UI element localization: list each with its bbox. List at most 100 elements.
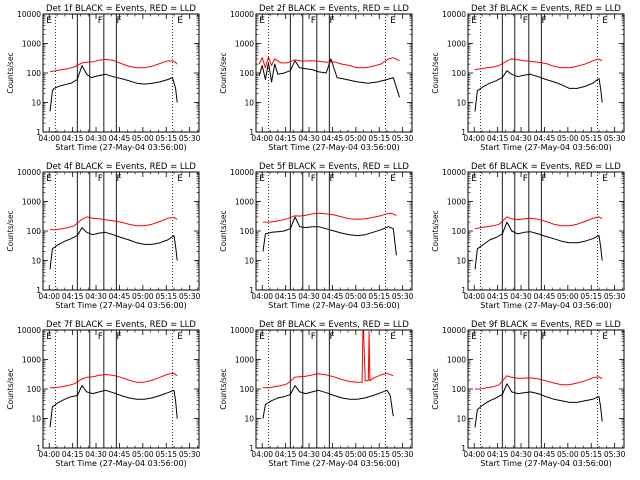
y-tick-label: 10 — [31, 257, 41, 266]
x-axis-label: Start Time (27-May-04 03:56:00) — [268, 459, 399, 468]
chart-panel: Det 9f BLACK = Events, RED = LLD E F F E 1 10 1… — [431, 320, 626, 468]
x-axis-label: Start Time (27-May-04 03:56:00) — [55, 301, 186, 310]
x-tick-label: 05:30 — [179, 134, 201, 143]
chart-title: Det 3f BLACK = Events, RED = LLD — [471, 4, 621, 14]
x-tick-label: 04:45 — [534, 134, 556, 143]
y-tick-label: 10000 — [442, 10, 466, 19]
y-tick-label: 10 — [244, 99, 254, 108]
y-tick-label: 10000 — [442, 326, 466, 335]
y-tick-label: 10 — [244, 257, 254, 266]
x-tick-label: 04:00 — [38, 134, 60, 143]
event-marker-label: E — [471, 174, 477, 184]
x-tick-label: 05:00 — [345, 134, 367, 143]
y-tick-label: 100 — [240, 385, 255, 394]
y-tick-label: 10 — [31, 99, 41, 108]
x-tick-label: 04:30 — [510, 134, 532, 143]
x-tick-label: 05:15 — [368, 134, 390, 143]
event-marker-label: E — [46, 332, 52, 342]
y-axis-label: Counts/sec — [219, 52, 228, 93]
y-tick-label: 10 — [456, 99, 466, 108]
y-tick-label: 100 — [452, 69, 467, 78]
x-axis-label: Start Time (27-May-04 03:56:00) — [480, 301, 611, 310]
y-tick-label: 100 — [240, 69, 255, 78]
event-marker-label: E — [46, 16, 52, 26]
y-tick-label: 1000 — [22, 198, 41, 207]
y-axis-label: Counts/sec — [431, 52, 440, 93]
x-tick-label: 04:45 — [322, 292, 344, 301]
x-axis-label: Start Time (27-May-04 03:56:00) — [480, 459, 611, 468]
chart-panel: Det 2f BLACK = Events, RED = LLD E F F E 1 10 1… — [219, 4, 414, 152]
x-tick-label: 05:15 — [580, 134, 602, 143]
event-marker-label: F — [329, 16, 334, 26]
series-line-lld — [474, 58, 603, 71]
chart-panel: Det 7f BLACK = Events, RED = LLD E F F E 1 10 1… — [6, 320, 201, 468]
x-tick-label: 05:15 — [580, 450, 602, 459]
x-axis-label: Start Time (27-May-04 03:56:00) — [268, 143, 399, 152]
event-marker-label: F — [541, 16, 546, 26]
y-tick-label: 100 — [452, 227, 467, 236]
event-marker-label: E — [259, 174, 265, 184]
x-axis-label: Start Time (27-May-04 03:56:00) — [55, 143, 186, 152]
series-line-lld — [49, 58, 178, 73]
x-tick-label: 04:15 — [62, 292, 84, 301]
y-tick-label: 100 — [27, 227, 42, 236]
y-axis-label: Counts/sec — [6, 368, 15, 409]
event-marker-label: E — [471, 332, 477, 342]
y-tick-label: 100 — [240, 227, 255, 236]
x-tick-label: 05:00 — [132, 292, 154, 301]
y-axis-label: Counts/sec — [431, 368, 440, 409]
event-marker-label: F — [311, 16, 316, 26]
x-axis-label: Start Time (27-May-04 03:56:00) — [268, 301, 399, 310]
y-tick-label: 1000 — [235, 198, 254, 207]
x-tick-label: 04:45 — [534, 450, 556, 459]
chart-title: Det 2f BLACK = Events, RED = LLD — [259, 4, 409, 14]
x-tick-label: 04:30 — [510, 292, 532, 301]
y-tick-label: 1000 — [447, 198, 466, 207]
y-tick-label: 1000 — [22, 40, 41, 49]
x-tick-label: 05:15 — [368, 450, 390, 459]
event-marker-label: E — [46, 174, 52, 184]
chart-title: Det 9f BLACK = Events, RED = LLD — [471, 320, 621, 330]
y-tick-label: 1 — [249, 444, 254, 453]
y-tick-label: 1 — [461, 128, 466, 137]
event-marker-label: E — [390, 16, 396, 26]
x-tick-label: 04:30 — [298, 292, 320, 301]
series-line-events — [474, 383, 603, 428]
event-marker-label: F — [98, 16, 103, 26]
x-tick-label: 04:15 — [487, 134, 509, 143]
event-marker-label: E — [390, 174, 396, 184]
y-axis-label: Counts/sec — [219, 210, 228, 251]
event-marker-label: F — [311, 174, 316, 184]
chart-panel: Det 4f BLACK = Events, RED = LLD E F F E 1 10 1… — [6, 162, 201, 310]
x-tick-label: 04:00 — [251, 292, 273, 301]
x-tick-label: 04:00 — [463, 450, 485, 459]
x-tick-label: 05:15 — [155, 450, 177, 459]
chart-title: Det 7f BLACK = Events, RED = LLD — [46, 320, 196, 330]
x-tick-label: 05:30 — [604, 450, 626, 459]
event-marker-label: F — [311, 332, 316, 342]
series-line-events — [49, 385, 178, 428]
y-tick-label: 100 — [27, 385, 42, 394]
y-axis-label: Counts/sec — [431, 210, 440, 251]
event-marker-label: E — [259, 16, 265, 26]
x-tick-label: 05:00 — [557, 134, 579, 143]
chart-title: Det 8f BLACK = Events, RED = LLD — [259, 320, 409, 330]
y-axis-label: Counts/sec — [6, 210, 15, 251]
x-tick-label: 04:45 — [322, 134, 344, 143]
event-marker-label: F — [523, 174, 528, 184]
event-marker-label: E — [259, 332, 265, 342]
event-marker-label: F — [116, 174, 121, 184]
x-tick-label: 05:00 — [132, 450, 154, 459]
y-tick-label: 10000 — [230, 326, 254, 335]
y-tick-label: 1 — [461, 444, 466, 453]
y-tick-label: 1 — [461, 286, 466, 295]
y-tick-label: 1000 — [22, 356, 41, 365]
event-marker-label: F — [523, 16, 528, 26]
x-tick-label: 04:00 — [463, 134, 485, 143]
y-tick-label: 10000 — [230, 168, 254, 177]
y-tick-label: 1000 — [447, 356, 466, 365]
x-tick-label: 05:30 — [604, 292, 626, 301]
x-tick-label: 04:30 — [510, 450, 532, 459]
event-marker-label: E — [177, 174, 183, 184]
